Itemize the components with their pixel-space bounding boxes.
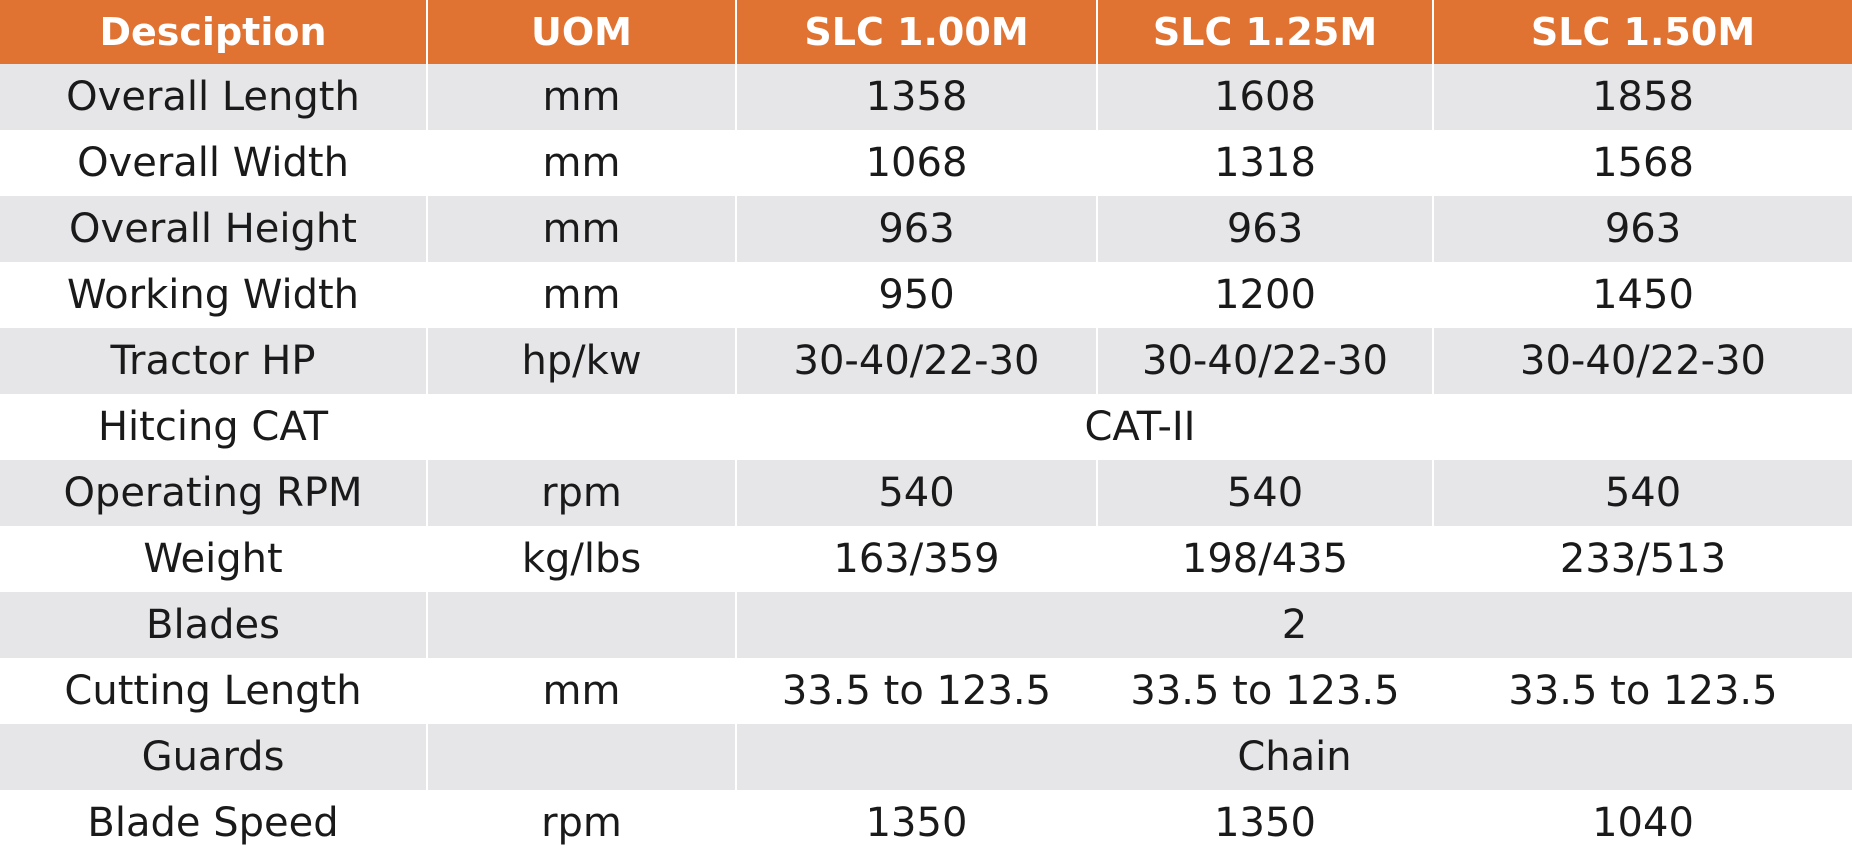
row-uom (426, 724, 736, 790)
row-value-slc-1-00m: 540 (735, 460, 1097, 526)
row-value-slc-1-25m: 1200 (1096, 262, 1433, 328)
row-value-slc-1-00m: 1350 (735, 790, 1097, 856)
row-value-slc-1-50m: 1568 (1432, 130, 1852, 196)
row-value-slc-1-50m: 1858 (1432, 64, 1852, 130)
row-description: Tractor HP (0, 328, 427, 394)
table-row: Guards Chain (0, 724, 1852, 790)
row-description: Overall Width (0, 130, 427, 196)
row-value-slc-1-50m: 1040 (1432, 790, 1852, 856)
table-row: Blades 2 (0, 592, 1852, 658)
row-value-slc-1-50m: 33.5 to 123.5 (1432, 658, 1852, 724)
row-description: Weight (0, 526, 427, 592)
row-description: Overall Length (0, 64, 427, 130)
row-value-slc-1-50m: 540 (1432, 460, 1852, 526)
column-header-description: Desciption (0, 0, 427, 64)
table-row: Overall Height mm 963 963 963 (0, 196, 1852, 262)
table-header-row: Desciption UOM SLC 1.00M SLC 1.25M SLC 1… (0, 0, 1852, 64)
row-description: Hitcing CAT (0, 394, 427, 460)
column-header-slc-1-00m: SLC 1.00M (735, 0, 1097, 64)
row-value-slc-1-00m: 33.5 to 123.5 (735, 658, 1097, 724)
row-description: Working Width (0, 262, 427, 328)
row-uom: rpm (426, 790, 736, 856)
column-header-slc-1-25m: SLC 1.25M (1096, 0, 1433, 64)
row-value-slc-1-50m: 1450 (1432, 262, 1852, 328)
row-description: Guards (0, 724, 427, 790)
column-header-slc-1-50m: SLC 1.50M (1432, 0, 1852, 64)
row-value-slc-1-25m: 1608 (1096, 64, 1433, 130)
row-value-slc-1-00m: 163/359 (735, 526, 1097, 592)
row-value-slc-1-00m: 30-40/22-30 (735, 328, 1097, 394)
row-uom: mm (426, 262, 736, 328)
table-row: Working Width mm 950 1200 1450 (0, 262, 1852, 328)
row-value-slc-1-25m: 30-40/22-30 (1096, 328, 1433, 394)
table-row: Operating RPM rpm 540 540 540 (0, 460, 1852, 526)
table-row: Cutting Length mm 33.5 to 123.5 33.5 to … (0, 658, 1852, 724)
row-value-slc-1-25m: 540 (1096, 460, 1433, 526)
table-row: Overall Width mm 1068 1318 1568 (0, 130, 1852, 196)
row-uom: mm (426, 64, 736, 130)
table-row: Overall Length mm 1358 1608 1858 (0, 64, 1852, 130)
row-value-slc-1-25m: 198/435 (1096, 526, 1433, 592)
row-description: Blades (0, 592, 427, 658)
row-value-slc-1-00m: 963 (735, 196, 1097, 262)
column-header-uom: UOM (426, 0, 736, 64)
row-uom: mm (426, 658, 736, 724)
row-value-slc-1-25m: 1350 (1096, 790, 1433, 856)
table-row: Weight kg/lbs 163/359 198/435 233/513 (0, 526, 1852, 592)
row-description: Overall Height (0, 196, 427, 262)
row-description: Cutting Length (0, 658, 427, 724)
row-value-slc-1-00m: 1358 (735, 64, 1097, 130)
row-value-slc-1-00m: 1068 (735, 130, 1097, 196)
table-row: Hitcing CAT CAT-II (0, 394, 1852, 460)
row-uom: hp/kw (426, 328, 736, 394)
table-row: Blade Speed rpm 1350 1350 1040 (0, 790, 1852, 856)
row-uom: mm (426, 130, 736, 196)
table-row: Tractor HP hp/kw 30-40/22-30 30-40/22-30… (0, 328, 1852, 394)
row-merged-value: CAT-II (426, 394, 1852, 460)
row-value-slc-1-25m: 1318 (1096, 130, 1433, 196)
row-value-slc-1-25m: 33.5 to 123.5 (1096, 658, 1433, 724)
row-value-slc-1-25m: 963 (1096, 196, 1433, 262)
row-merged-value: Chain (735, 724, 1852, 790)
row-value-slc-1-50m: 233/513 (1432, 526, 1852, 592)
row-uom (426, 592, 736, 658)
row-uom: mm (426, 196, 736, 262)
row-uom: kg/lbs (426, 526, 736, 592)
row-description: Operating RPM (0, 460, 427, 526)
row-value-slc-1-50m: 963 (1432, 196, 1852, 262)
row-value-slc-1-00m: 950 (735, 262, 1097, 328)
row-uom: rpm (426, 460, 736, 526)
row-value-slc-1-50m: 30-40/22-30 (1432, 328, 1852, 394)
row-description: Blade Speed (0, 790, 427, 856)
row-merged-value: 2 (735, 592, 1852, 658)
